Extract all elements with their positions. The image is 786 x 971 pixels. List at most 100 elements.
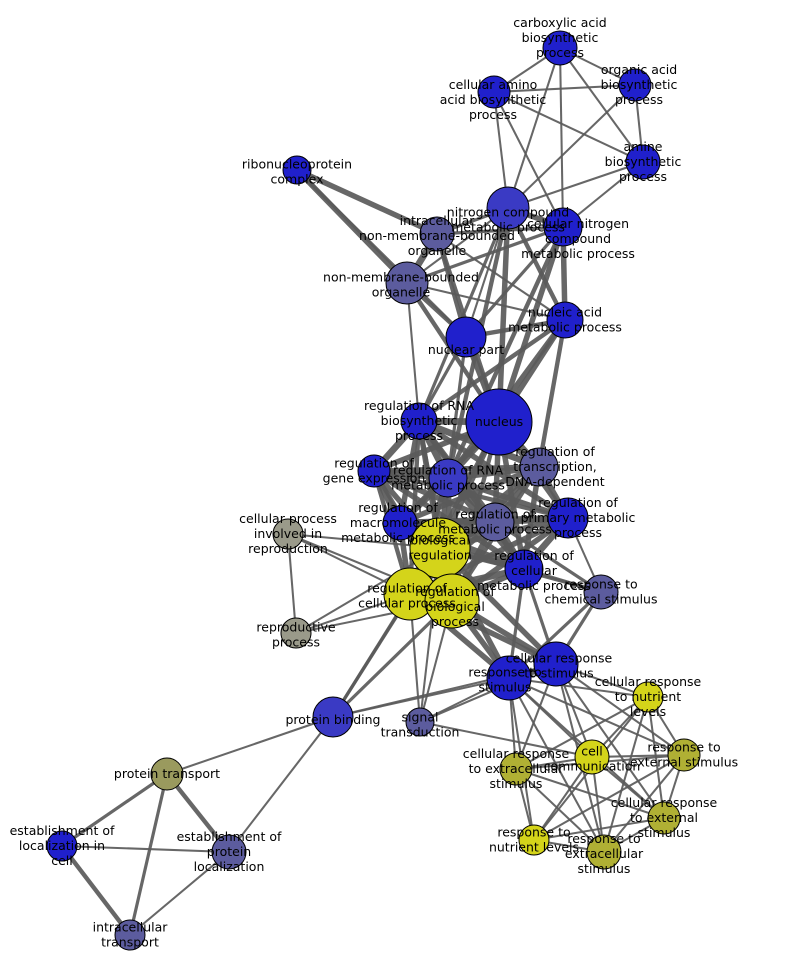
graph-node-label: establishment of protein localization [177,829,282,874]
graph-node-label: biological regulation [408,532,472,562]
graph-node-label: response to nutrient levels [489,824,579,854]
graph-node-label: nuclear part [428,342,504,357]
graph-node-label: regulation of macromolecule metabolic proc… [341,500,455,545]
graph-node-label: non-membrane-bounded organelle [323,269,479,299]
graph-edge [417,318,567,423]
graph-edge [405,282,421,422]
graph-edge [493,91,564,228]
graph-edge [507,84,636,209]
graph-edge [507,47,561,209]
graph-node-establishment_of_localization_in_cell[interactable]: establishment of localization in cell [46,830,78,862]
graph-edge [493,83,636,94]
graph-node-regulation_of_metabolic_process[interactable]: regulation of metabolic process [475,502,515,542]
graph-node-organic_acid_biosynthetic_process[interactable]: organic acid biosynthetic process [618,68,652,102]
nodes-layer[interactable]: carboxylic acid biosynthetic process orga… [46,30,701,951]
graph-node-label: regulation of biological process [415,584,495,629]
graph-node-nuclear_part[interactable]: nuclear part [445,316,487,358]
graph-node-label: cellular response to external stimulus [611,795,718,840]
graph-edge [372,468,497,525]
graph-node-regulation_of_cellular_metabolic_process[interactable]: regulation of cellular metabolic process [504,549,544,589]
graph-node-intracellular_transport[interactable]: intracellular transport [114,919,146,951]
graph-node-label: regulation of gene expression [323,455,426,485]
graph-node-cellular_nitrogen_compound_metabolic_process[interactable]: cellular nitrogen compound metabolic pro… [543,207,583,247]
graph-edge [507,161,644,209]
graph-edge [515,768,665,819]
graph-edge [295,167,439,237]
graph-node-label: response to extracellular stimulus [565,831,644,876]
graph-edge [436,225,564,236]
graph-node-protein_binding[interactable]: protein binding [312,696,354,738]
graph-edge [61,844,230,854]
graph-node-regulation_of_rna_biosynthetic_process[interactable]: regulation of RNA biosynthetic process [400,402,438,440]
graph-node-cellular_response_to_nutrient_levels[interactable]: cellular response to nutrient levels [632,681,664,713]
graph-edge [533,754,685,841]
graph-node-regulation_of_primary_metabolic_process[interactable]: regulation of primary metabolic process [547,497,589,539]
graph-node-label: response to external stimulus [630,739,738,769]
graph-node-label: cellular response to extracellular stimulu… [463,746,570,791]
graph-node-carboxylic_acid_biosynthetic_process[interactable]: carboxylic acid biosynthetic process [542,30,578,66]
graph-edge [446,336,468,479]
graph-edge [555,663,665,819]
graph-edge [228,716,334,853]
graph-node-amine_biosynthetic_process[interactable]: amine biosynthetic process [625,144,661,180]
graph-edge [406,282,566,321]
graph-node-cellular_amino_acid_biosynthetic_process[interactable]: cellular amino acid biosynthetic process [477,75,511,109]
graph-node-label: response to stimulus [468,664,541,694]
graph-edge [558,47,565,228]
graph-edge [559,47,644,163]
graph-node-response_to_chemical_stimulus[interactable]: response to chemical stimulus [583,574,619,610]
graph-node-regulation_of_biological_process[interactable]: regulation of biological process [424,573,480,629]
graph-node-protein_transport[interactable]: protein transport [150,757,184,791]
graph-node-nucleic_acid_metabolic_process[interactable]: nucleic acid metabolic process [546,301,584,339]
graph-node-label: carboxylic acid biosynthetic process [513,15,606,60]
graph-edge [61,772,168,848]
graph-edge [515,768,605,853]
graph-edge [533,816,665,842]
graph-node-label: amine biosynthetic process [605,139,682,184]
graph-node-ribonucleoprotein_complex[interactable]: ribonucleoprotein complex [282,155,312,185]
graph-edge [419,663,557,723]
graph-node-non_membrane_bounded_organelle[interactable]: non-membrane-bounded organelle [385,261,429,305]
graph-node-label: cellular response to nutrient levels [595,674,702,719]
graph-node-label: regulation of RNA biosynthetic process [364,398,475,443]
graph-node-cell_communication[interactable]: cell communication [574,739,610,775]
graph-node-label: cellular process involved in reproduction [239,511,337,556]
graph-node-signal_transduction[interactable]: signal transduction [405,707,435,737]
graph-node-regulation_of_gene_expression[interactable]: regulation of gene expression [357,454,391,488]
graph-edge [436,233,566,321]
graph-node-cellular_response_to_stimulus[interactable]: cellular response to stimulus [533,641,579,687]
graph-node-label: cell communication [544,743,641,773]
graph-node-response_to_external_stimulus[interactable]: response to external stimulus [667,738,701,772]
edges-layer [60,47,685,937]
graph-edge [494,520,602,594]
graph-node-nitrogen_compound_metabolic_process[interactable]: nitrogen compound metabolic process [486,186,530,230]
graph-node-cellular_process_involved_in_reproduction[interactable]: cellular process involved in reproductio… [272,518,304,550]
graph-node-intracellular_non_membrane_bounded_organelle[interactable]: intracellular non-membrane-bounded organ… [419,216,455,252]
graph-edge [536,319,568,468]
graph-node-label: regulation of RNA metabolic process [391,462,505,492]
graph-node-response_to_extracellular_stimulus[interactable]: response to extracellular stimulus [586,834,622,870]
graph-edge [515,696,649,770]
graph-node-reproductive_process[interactable]: reproductive process [280,617,312,649]
graph-node-label: establishment of localization in cell [10,823,115,868]
graph-node-cellular_response_to_external_stimulus[interactable]: cellular response to external stimulus [647,801,681,835]
graph-node-label: regulation of transcription, DNA-dependent [505,444,604,489]
graph-node-label: response to chemical stimulus [544,576,657,606]
graph-node-regulation_of_rna_metabolic_process[interactable]: regulation of RNA metabolic process [428,458,468,498]
graph-node-response_to_nutrient_levels[interactable]: response to nutrient levels [518,824,550,856]
graph-node-cellular_response_to_extracellular_stimulus[interactable]: cellular response to extracellular stimu… [499,752,533,786]
graph-node-label: nitrogen compound metabolic process [447,204,569,234]
graph-node-nucleus[interactable]: nucleus [465,388,533,456]
graph-node-response_to_stimulus[interactable]: response to stimulus [486,655,532,701]
graph-node-regulation_of_macromolecule_metabolic_process[interactable]: regulation of macromolecule metabolic pr… [382,505,418,541]
graph-edge [129,851,230,936]
graph-node-label: regulation of cellular process [358,580,456,610]
graph-node-establishment_of_protein_localization[interactable]: establishment of protein localization [211,834,247,870]
graph-node-label: intracellular transport [93,919,169,949]
graph-edge [166,716,334,775]
graph-node-label: reproductive process [256,619,336,649]
graph-edge [464,225,565,339]
graph-node-regulation_of_transcription_dna_dependent[interactable]: regulation of transcription, DNA-depende… [519,447,559,487]
